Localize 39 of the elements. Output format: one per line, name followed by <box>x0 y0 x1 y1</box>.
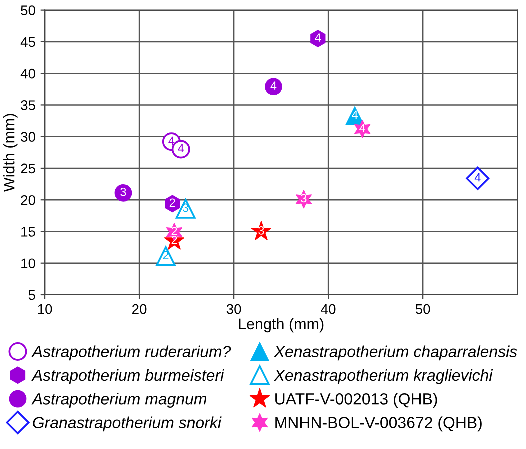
y-tick-label: 15 <box>22 227 36 237</box>
y-tick-label: 10 <box>22 258 36 269</box>
annotation: 3 <box>258 226 264 235</box>
y-tick-label: 30 <box>21 132 36 142</box>
y-axis-title: Width (mm) <box>4 114 18 192</box>
legend-label: Xenastrapotherium chaparralensis <box>274 346 518 361</box>
legend-label: Xenastrapotherium kraglievichi <box>274 369 494 384</box>
legend-label: UATF-V-002013 (QHB) <box>276 393 438 408</box>
x-axis-title: Length (mm) <box>239 318 324 333</box>
x-tick-label: 40 <box>321 304 336 314</box>
annotation: 2 <box>170 198 176 207</box>
y-tick-label: 40 <box>20 68 36 79</box>
annotation: 4 <box>168 136 175 145</box>
legend-label: Astrapotherium burmeisteri <box>32 369 224 384</box>
point <box>466 166 490 190</box>
x-tick-label: 30 <box>226 304 242 314</box>
annotation: 4 <box>315 34 322 42</box>
x-tick-label: 50 <box>416 304 430 314</box>
legend-label: Astrapotherium ruderarium? <box>32 346 232 361</box>
annotation: 2 <box>172 227 178 236</box>
annotation: 3 <box>120 188 126 196</box>
y-tick-label: 20 <box>21 195 36 206</box>
annotation: 4 <box>352 110 358 120</box>
y-tick-label: 35 <box>21 100 36 110</box>
x-tick-label: 10 <box>38 304 52 314</box>
annotation: 4 <box>270 82 277 90</box>
annotation: 3 <box>301 194 307 203</box>
annotation: 4 <box>360 124 366 132</box>
annotation: 4 <box>474 174 481 182</box>
y-tick-label: 25 <box>21 164 36 174</box>
y-tick-label: 5 <box>28 290 36 300</box>
legend-label: Granastrapotherium snorki <box>33 416 222 432</box>
y-tick-label: 45 <box>20 37 36 48</box>
legend-label: Astrapotherium magnum <box>32 393 207 408</box>
legend-label: MNHN-BOL-V-003672 (QHB) <box>276 416 482 432</box>
annotation: 4 <box>178 144 184 153</box>
x-tick-label: 20 <box>132 304 147 314</box>
annotation: 2 <box>172 236 178 244</box>
y-tick-label: 50 <box>21 6 36 16</box>
